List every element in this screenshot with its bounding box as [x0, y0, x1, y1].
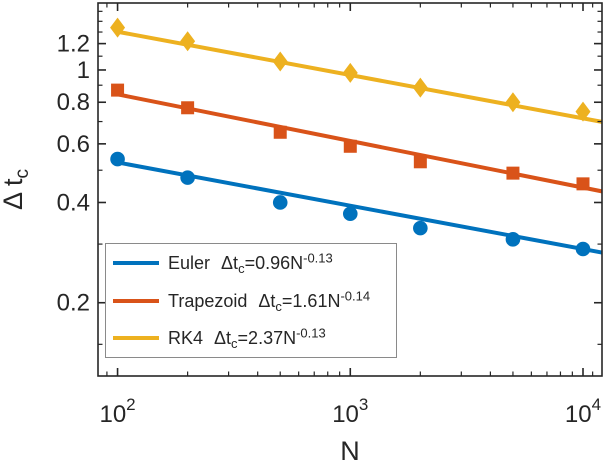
- data-marker-trapezoid: [273, 125, 287, 139]
- data-marker-rk4: [110, 17, 126, 38]
- legend-line-sample-euler: [113, 260, 159, 265]
- legend-label-euler: Euler Δtc=0.96N-0.13: [168, 251, 333, 274]
- y-tick-label: 1: [77, 57, 90, 84]
- legend-label-rk4: RK4 Δtc=2.37N-0.13: [168, 325, 326, 350]
- legend-formula-var: Δt: [221, 252, 239, 273]
- y-tick-label: 1.2: [57, 31, 90, 58]
- legend-label-trapezoid: Trapezoid Δtc=1.61N-0.14: [168, 289, 370, 314]
- y-tick-label: 0.6: [57, 131, 90, 158]
- data-marker-euler: [342, 206, 358, 222]
- y-tick-label: 0.8: [57, 89, 90, 116]
- legend-item-rk4: RK4 Δtc=2.37N-0.13: [106, 319, 396, 357]
- data-marker-euler: [180, 170, 195, 185]
- y-axis-label: Δ tc: [0, 169, 33, 210]
- x-axis-label: N: [340, 436, 360, 464]
- y-tick-label: 0.2: [57, 290, 90, 317]
- legend-formula-sub: c: [275, 298, 282, 314]
- data-marker-trapezoid: [413, 155, 427, 169]
- data-marker-trapezoid: [343, 139, 357, 153]
- legend-item-trapezoid: Trapezoid Δtc=1.61N-0.14: [106, 282, 396, 320]
- x-tick-label: 103: [332, 395, 368, 428]
- legend-formula-exponent: -0.14: [340, 288, 371, 303]
- data-marker-trapezoid: [576, 177, 590, 191]
- legend-formula-sub: c: [238, 260, 245, 276]
- legend-series-name: RK4: [168, 328, 204, 349]
- y-tick-label: 0.4: [57, 189, 90, 216]
- data-marker-euler: [413, 220, 428, 236]
- legend-series-name: Trapezoid: [168, 290, 248, 311]
- legend: Euler Δtc=0.96N-0.13 Trapezoid Δtc=1.61N-0.…: [105, 243, 397, 358]
- data-marker-euler: [272, 195, 288, 210]
- data-marker-rk4: [272, 51, 288, 72]
- legend-formula-exponent: -0.13: [296, 325, 326, 341]
- fit-line-rk4: [117, 29, 603, 124]
- data-marker-trapezoid: [181, 101, 195, 115]
- data-marker-euler: [110, 151, 125, 167]
- data-marker-rk4: [575, 101, 591, 122]
- data-marker-trapezoid: [506, 166, 520, 180]
- legend-formula-var: Δt: [214, 328, 232, 349]
- data-marker-rk4: [180, 31, 196, 52]
- data-marker-rk4: [505, 92, 521, 113]
- fit-line-euler: [117, 160, 603, 255]
- legend-formula-exponent: -0.13: [303, 250, 333, 266]
- legend-item-euler: Euler Δtc=0.96N-0.13: [106, 244, 396, 282]
- legend-formula-body: =0.96N: [244, 252, 304, 273]
- x-tick-label: 102: [99, 395, 135, 428]
- legend-formula-body: =1.61N: [281, 290, 341, 311]
- fit-line-trapezoid: [117, 92, 603, 194]
- legend-line-sample-trapezoid: [113, 298, 159, 303]
- data-marker-euler: [505, 232, 521, 247]
- data-marker-euler: [575, 241, 591, 257]
- legend-formula-body: =2.37N: [237, 328, 297, 349]
- legend-line-sample-rk4: [113, 336, 159, 341]
- data-marker-rk4: [412, 77, 428, 98]
- data-marker-trapezoid: [111, 83, 125, 97]
- x-tick-label: 104: [565, 395, 601, 428]
- data-marker-rk4: [342, 62, 358, 83]
- legend-formula-var: Δt: [258, 290, 276, 311]
- legend-series-name: Euler: [168, 252, 211, 273]
- legend-formula-sub: c: [231, 336, 238, 352]
